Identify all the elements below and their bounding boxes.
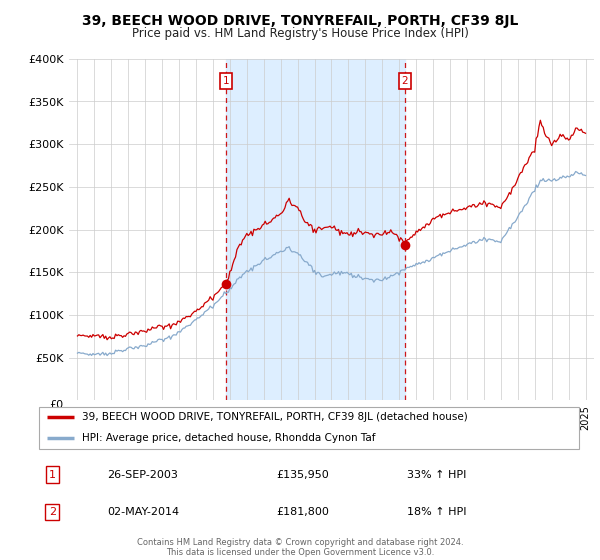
Bar [226, 59, 405, 400]
Text: 1: 1 [49, 470, 56, 479]
Text: £181,800: £181,800 [276, 507, 329, 517]
Text: 02-MAY-2014: 02-MAY-2014 [107, 507, 179, 517]
Text: £0: £0 [50, 400, 64, 410]
Text: 18% ↑ HPI: 18% ↑ HPI [407, 507, 467, 517]
Text: £135,950: £135,950 [276, 470, 329, 479]
Text: 39, BEECH WOOD DRIVE, TONYREFAIL, PORTH, CF39 8JL: 39, BEECH WOOD DRIVE, TONYREFAIL, PORTH,… [82, 14, 518, 28]
Text: 39, BEECH WOOD DRIVE, TONYREFAIL, PORTH, CF39 8JL (detached house): 39, BEECH WOOD DRIVE, TONYREFAIL, PORTH,… [82, 412, 468, 422]
Text: Contains HM Land Registry data © Crown copyright and database right 2024.
This d: Contains HM Land Registry data © Crown c… [137, 538, 463, 557]
FancyBboxPatch shape [39, 407, 579, 449]
Text: 2: 2 [49, 507, 56, 517]
Text: 33% ↑ HPI: 33% ↑ HPI [407, 470, 467, 479]
Text: 1: 1 [223, 76, 229, 86]
Text: Price paid vs. HM Land Registry's House Price Index (HPI): Price paid vs. HM Land Registry's House … [131, 27, 469, 40]
Text: 2: 2 [401, 76, 408, 86]
Text: 26-SEP-2003: 26-SEP-2003 [107, 470, 178, 479]
Text: HPI: Average price, detached house, Rhondda Cynon Taf: HPI: Average price, detached house, Rhon… [82, 433, 376, 444]
